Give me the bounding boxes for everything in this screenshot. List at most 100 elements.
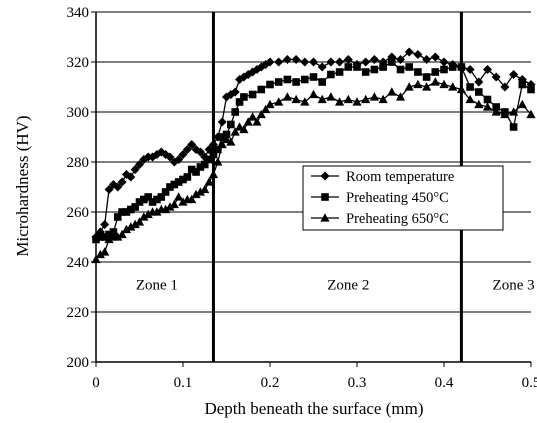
- data-point: [200, 184, 210, 194]
- data-point: [248, 112, 258, 121]
- data-point: [105, 230, 113, 239]
- data-point: [178, 197, 188, 206]
- data-point: [121, 224, 132, 234]
- data-point: [139, 212, 149, 221]
- y-axis-label: Microhardness (HV): [13, 115, 32, 256]
- data-point: [135, 198, 144, 206]
- data-point: [300, 97, 310, 106]
- data-point: [240, 93, 248, 101]
- data-point: [104, 185, 114, 194]
- data-point: [422, 55, 432, 64]
- data-point: [191, 189, 201, 199]
- grid: [96, 11, 531, 313]
- legend-marker: [320, 171, 330, 181]
- data-point: [396, 55, 405, 64]
- data-point: [182, 145, 192, 154]
- data-point: [466, 83, 474, 91]
- data-point: [335, 68, 344, 76]
- data-point: [231, 108, 239, 116]
- data-point: [174, 155, 184, 164]
- data-point: [161, 188, 170, 196]
- data-point: [282, 92, 292, 101]
- data-point: [292, 78, 300, 86]
- x-axis-label: Depth beneath the surface (mm): [204, 399, 423, 418]
- data-point: [326, 57, 336, 67]
- data-point: [208, 169, 219, 179]
- legend-entry: Room temperature: [311, 169, 454, 185]
- data-point: [465, 94, 475, 104]
- data-point: [113, 232, 123, 241]
- data-point: [317, 62, 327, 72]
- data-point: [104, 234, 114, 244]
- data-point: [500, 82, 510, 92]
- data-point: [404, 82, 414, 91]
- data-point: [353, 63, 361, 71]
- data-point: [343, 94, 353, 104]
- data-point: [195, 187, 205, 196]
- data-point: [204, 177, 214, 186]
- data-point: [301, 75, 309, 84]
- data-point: [422, 82, 432, 91]
- legend: Room temperature Preheating 450°C Preheati…: [302, 165, 504, 231]
- data-point: [140, 195, 148, 204]
- data-point: [144, 193, 152, 201]
- y-tick-label: 280: [67, 155, 90, 171]
- data-point: [457, 63, 466, 71]
- data-point: [230, 87, 240, 97]
- data-point: [509, 70, 519, 79]
- data-point: [527, 85, 535, 94]
- data-point: [317, 94, 327, 104]
- data-point: [500, 109, 510, 119]
- data-point: [343, 55, 353, 64]
- data-point: [274, 57, 284, 67]
- data-point: [483, 95, 492, 104]
- data-point: [309, 73, 318, 81]
- zone-label: Zone 2: [327, 278, 369, 294]
- data-point: [230, 127, 240, 136]
- x-tick-label: 0.5: [522, 375, 537, 391]
- data-point: [440, 65, 448, 74]
- data-point: [448, 63, 457, 71]
- data-point: [118, 208, 126, 216]
- data-point: [492, 103, 500, 111]
- data-point: [235, 98, 244, 106]
- data-point: [213, 157, 223, 166]
- data-point: [291, 55, 301, 64]
- data-point: [169, 199, 179, 209]
- data-point: [265, 99, 275, 109]
- data-point: [113, 182, 123, 192]
- data-point: [483, 65, 492, 74]
- data-point: [282, 55, 292, 64]
- data-point: [361, 68, 370, 76]
- data-point: [369, 55, 379, 64]
- data-point: [257, 85, 266, 94]
- data-point: [170, 180, 179, 189]
- data-point: [422, 73, 431, 81]
- data-point: [135, 160, 144, 169]
- y-tick-label: 320: [67, 55, 90, 71]
- data-point: [274, 97, 284, 106]
- data-point: [239, 124, 249, 134]
- y-tick-label: 220: [67, 305, 90, 321]
- data-point: [344, 63, 353, 71]
- data-point: [153, 195, 161, 204]
- data-point: [217, 139, 227, 149]
- data-point: [300, 57, 310, 67]
- data-point: [143, 209, 153, 219]
- data-point: [414, 68, 422, 76]
- legend-label: Preheating 450°C: [346, 190, 449, 206]
- data-point: [205, 155, 213, 164]
- data-point: [474, 99, 484, 109]
- data-point: [491, 72, 501, 82]
- data-point: [117, 177, 127, 187]
- series-triangle: [91, 77, 536, 264]
- data-point: [157, 193, 166, 201]
- series-square: [92, 58, 535, 244]
- data-point: [174, 192, 184, 201]
- data-point: [109, 228, 118, 236]
- data-point: [439, 57, 449, 67]
- legend-entry: Preheating 450°C: [311, 190, 449, 206]
- data-point: [482, 102, 493, 111]
- data-point: [491, 107, 501, 116]
- data-point: [122, 208, 131, 216]
